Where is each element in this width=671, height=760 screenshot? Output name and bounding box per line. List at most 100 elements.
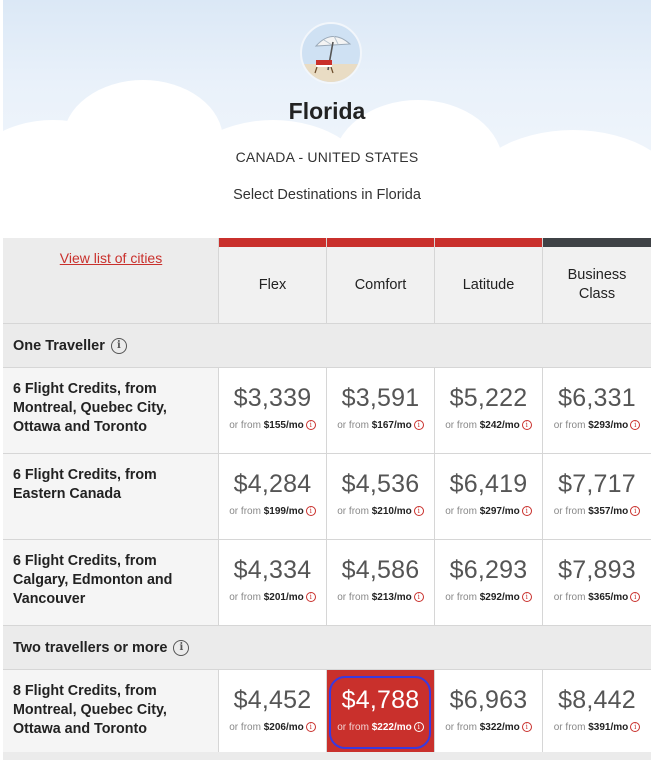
monthly-price: or from $222/mo i	[327, 722, 434, 733]
fare-cell[interactable]: $6,293 or from $292/mo i	[435, 540, 543, 626]
fare-class-bar	[219, 238, 326, 247]
price: $5,222	[449, 384, 528, 412]
info-icon[interactable]: i	[305, 506, 316, 516]
row-label: 6 Flight Credits, from Calgary, Edmonton…	[13, 553, 173, 607]
destination-header: Florida CANADA - UNITED STATES Select De…	[3, 0, 651, 238]
row-header: 6 Flight Credits, from Eastern Canada	[3, 454, 219, 540]
monthly-price: or from $293/mo i	[543, 420, 651, 431]
fare-cell[interactable]: $4,452 or from $206/mo i	[219, 670, 327, 756]
destination-tagline: Select Destinations in Florida	[233, 187, 421, 203]
info-icon[interactable]: i	[521, 592, 532, 602]
table-row: 6 Flight Credits, from Eastern Canada $4…	[3, 454, 651, 540]
monthly-price: or from $213/mo i	[327, 592, 434, 603]
fare-cell[interactable]: $7,717 or from $357/mo i	[543, 454, 651, 540]
region-subtitle: CANADA - UNITED STATES	[235, 149, 419, 165]
monthly-price: or from $199/mo i	[219, 506, 326, 517]
row-label: 6 Flight Credits, from Montreal, Quebec …	[13, 381, 167, 435]
price: $7,893	[558, 556, 636, 584]
monthly-price: or from $292/mo i	[435, 592, 542, 603]
info-icon[interactable]: i	[521, 506, 532, 516]
info-icon[interactable]: i	[413, 420, 424, 430]
column-label: Comfort	[354, 276, 407, 293]
fare-cell[interactable]: $4,586 or from $213/mo i	[327, 540, 435, 626]
fare-cell[interactable]: $4,536 or from $210/mo i	[327, 454, 435, 540]
monthly-price: or from $357/mo i	[543, 506, 651, 517]
section-title: One Traveller	[13, 337, 105, 354]
fare-cell[interactable]: $8,442 or from $391/mo i	[543, 670, 651, 756]
price: $4,788	[341, 686, 420, 714]
price: $4,334	[233, 556, 312, 584]
price: $3,339	[233, 384, 312, 412]
price: $6,419	[449, 470, 528, 498]
info-icon[interactable]: i	[173, 639, 190, 656]
column-business-class[interactable]: Business Class	[543, 238, 651, 324]
info-icon[interactable]: i	[110, 337, 127, 354]
fare-cell[interactable]: $5,222 or from $242/mo i	[435, 368, 543, 454]
header-corner: View list of cities	[3, 238, 219, 324]
price: $4,284	[233, 470, 312, 498]
info-icon[interactable]: i	[305, 420, 316, 430]
info-icon[interactable]: i	[630, 506, 641, 516]
price: $4,452	[233, 686, 312, 714]
row-header: 8 Flight Credits, from Montreal, Quebec …	[3, 670, 219, 756]
section-one-traveller: One Traveller i	[3, 324, 651, 368]
beach-umbrella-icon	[300, 22, 362, 84]
fare-cell[interactable]: $6,331 or from $293/mo i	[543, 368, 651, 454]
monthly-price: or from $391/mo i	[543, 722, 651, 733]
column-label: Business Class	[567, 267, 627, 302]
column-label: Latitude	[462, 276, 515, 293]
table-row: 6 Flight Credits, from Montreal, Quebec …	[3, 368, 651, 454]
monthly-price: or from $242/mo i	[435, 420, 542, 431]
monthly-price: or from $167/mo i	[327, 420, 434, 431]
info-icon[interactable]: i	[521, 722, 532, 732]
view-cities-link[interactable]: View list of cities	[59, 250, 163, 266]
info-icon[interactable]: i	[521, 420, 532, 430]
info-icon[interactable]: i	[413, 592, 424, 602]
destination-title: Florida	[288, 98, 366, 124]
column-label: Flex	[258, 276, 287, 293]
row-label: 6 Flight Credits, from Eastern Canada	[13, 467, 157, 502]
section-two-travellers: Two travellers or more i	[3, 626, 651, 670]
column-comfort[interactable]: Comfort	[327, 238, 435, 324]
fare-cell[interactable]: $4,334 or from $201/mo i	[219, 540, 327, 626]
fare-class-bar	[327, 238, 434, 247]
table-row: 8 Flight Credits, from Montreal, Quebec …	[3, 670, 651, 756]
fare-class-bar	[543, 238, 651, 247]
info-icon[interactable]: i	[305, 722, 316, 732]
fare-cell[interactable]: $7,893 or from $365/mo i	[543, 540, 651, 626]
monthly-price: or from $322/mo i	[435, 722, 542, 733]
info-icon[interactable]: i	[305, 592, 316, 602]
price: $7,717	[558, 470, 636, 498]
column-flex[interactable]: Flex	[219, 238, 327, 324]
fare-cell[interactable]: $3,339 or from $155/mo i	[219, 368, 327, 454]
row-header: 6 Flight Credits, from Montreal, Quebec …	[3, 368, 219, 454]
table-row: 6 Flight Credits, from Calgary, Edmonton…	[3, 540, 651, 626]
fare-class-bar	[435, 238, 542, 247]
monthly-price: or from $155/mo i	[219, 420, 326, 431]
fare-cell[interactable]: $4,284 or from $199/mo i	[219, 454, 327, 540]
monthly-price: or from $365/mo i	[543, 592, 651, 603]
price: $3,591	[341, 384, 420, 412]
info-icon[interactable]: i	[413, 506, 424, 516]
monthly-price: or from $201/mo i	[219, 592, 326, 603]
column-latitude[interactable]: Latitude	[435, 238, 543, 324]
fare-cell[interactable]: $6,419 or from $297/mo i	[435, 454, 543, 540]
price: $8,442	[558, 686, 636, 714]
info-icon[interactable]: i	[630, 592, 641, 602]
info-icon[interactable]: i	[413, 722, 424, 732]
section-title: Two travellers or more	[13, 639, 168, 656]
price: $6,293	[449, 556, 528, 584]
info-icon[interactable]: i	[630, 420, 641, 430]
price: $6,963	[449, 686, 528, 714]
info-icon[interactable]: i	[630, 722, 641, 732]
fare-class-header: View list of cities Flex Comfort Latitud…	[3, 238, 651, 324]
fare-cell-selected[interactable]: $4,788 or from $222/mo i	[327, 670, 435, 756]
fare-cell[interactable]: $6,963 or from $322/mo i	[435, 670, 543, 756]
monthly-price: or from $297/mo i	[435, 506, 542, 517]
next-section-strip	[3, 752, 651, 760]
row-header: 6 Flight Credits, from Calgary, Edmonton…	[3, 540, 219, 626]
monthly-price: or from $210/mo i	[327, 506, 434, 517]
fare-cell[interactable]: $3,591 or from $167/mo i	[327, 368, 435, 454]
price: $4,586	[341, 556, 420, 584]
